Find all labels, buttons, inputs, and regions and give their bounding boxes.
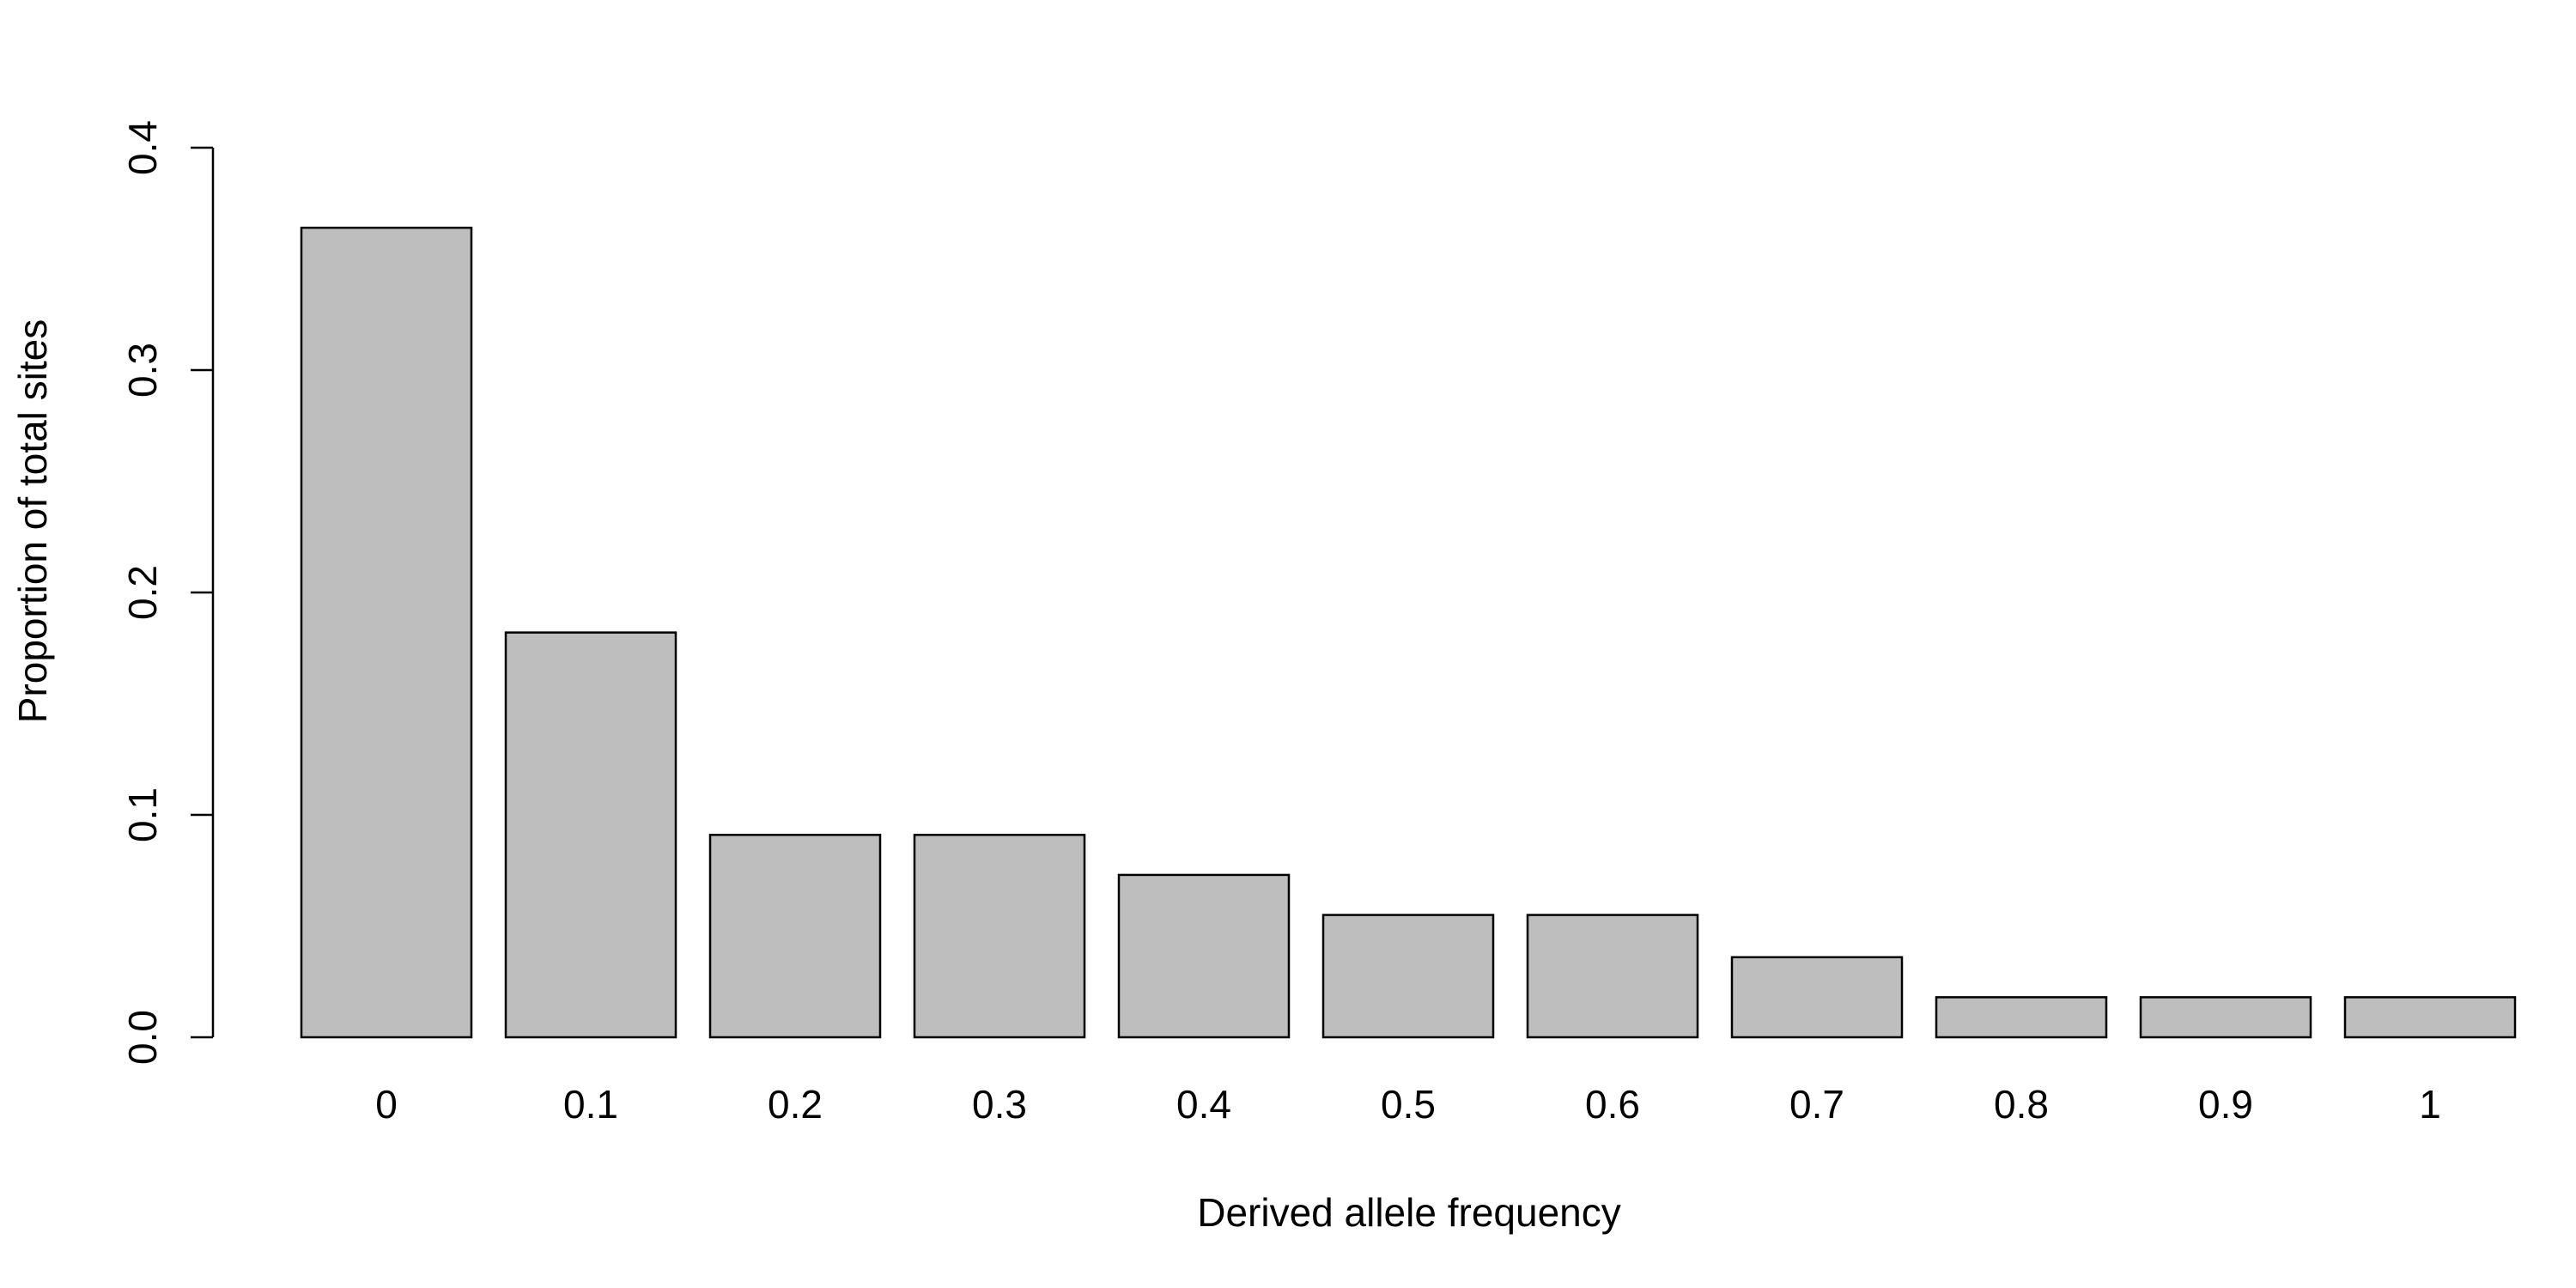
- x-tick-label: 0.2: [768, 1082, 823, 1127]
- y-tick-label: 0.4: [120, 120, 165, 175]
- x-axis-label: Derived allele frequency: [1197, 1190, 1621, 1235]
- y-tick-label: 0.2: [120, 565, 165, 620]
- y-tick-label: 0.1: [120, 787, 165, 842]
- y-tick-label: 0.0: [120, 1010, 165, 1065]
- x-tick-label: 1: [2419, 1082, 2441, 1127]
- bar: [1526, 914, 1699, 1039]
- x-tick-label: 0.3: [972, 1082, 1027, 1127]
- bar: [2343, 996, 2517, 1039]
- y-tick-label: 0.3: [120, 343, 165, 398]
- x-tick-label: 0.5: [1381, 1082, 1436, 1127]
- x-tick-label: 0.1: [563, 1082, 618, 1127]
- x-tick-label: 0: [375, 1082, 398, 1127]
- bar: [1321, 914, 1495, 1039]
- bar: [2139, 996, 2312, 1039]
- y-axis: 0.0 0.1 0.2 0.3 0.4: [120, 120, 215, 1065]
- bar: [1935, 996, 2108, 1039]
- bar: [300, 226, 473, 1039]
- y-axis-label: Proportion of total sites: [10, 319, 55, 723]
- x-tick-label: 0.9: [2198, 1082, 2253, 1127]
- x-tick-label: 0.8: [1994, 1082, 2049, 1127]
- x-tick-label: 0.6: [1585, 1082, 1640, 1127]
- x-tick-label: 0.4: [1176, 1082, 1231, 1127]
- bar: [1117, 873, 1291, 1039]
- bar: [504, 631, 677, 1039]
- x-tick-label: 0.7: [1789, 1082, 1844, 1127]
- bars: [300, 226, 2517, 1039]
- bar: [708, 834, 882, 1039]
- x-tick-labels: 0 0.1 0.2 0.3 0.4 0.5 0.6 0.7 0.8 0.9 1: [375, 1082, 2441, 1127]
- bar: [1730, 956, 1904, 1039]
- bar: [913, 834, 1086, 1039]
